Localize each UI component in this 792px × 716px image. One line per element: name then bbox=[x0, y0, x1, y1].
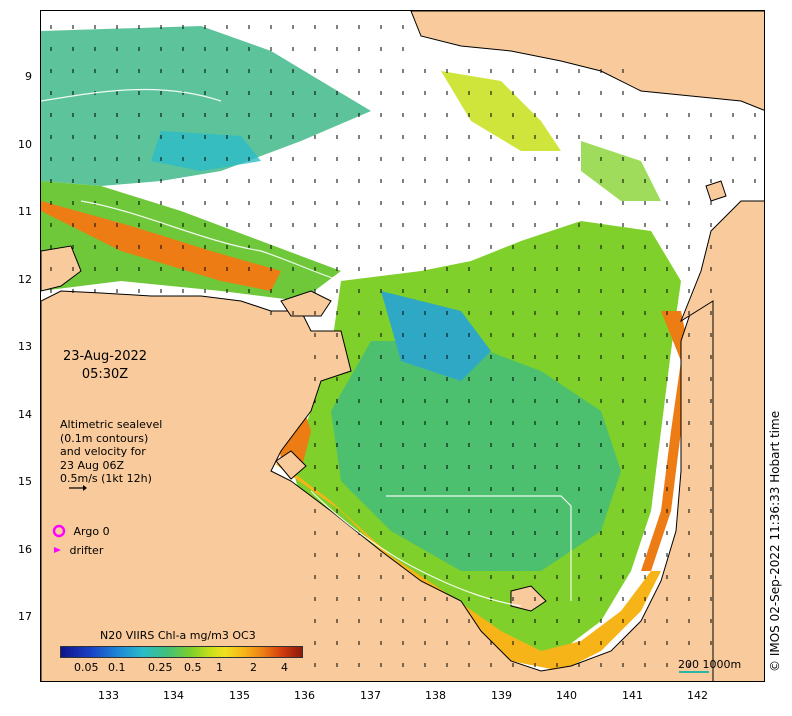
x-tick: 142 bbox=[687, 689, 708, 702]
colorbar-title: N20 VIIRS Chl-a mg/m3 OC3 bbox=[100, 629, 256, 642]
land-cape-york bbox=[679, 200, 764, 681]
altimetry-line: 0.5m/s (1kt 12h) bbox=[60, 472, 152, 485]
colorbar bbox=[60, 646, 303, 658]
colorbar-tick: 0.1 bbox=[108, 661, 126, 674]
argo-label: Argo 0 bbox=[73, 524, 110, 538]
altimetry-line: 23 Aug 06Z bbox=[60, 458, 125, 472]
y-tick: 17 bbox=[18, 610, 32, 623]
x-tick: 138 bbox=[425, 689, 446, 702]
sealevel-contours bbox=[41, 88, 572, 607]
imos-stamp: © IMOS 02-Sep-2022 11:36:33 Hobart time bbox=[768, 410, 782, 672]
land-ti-island bbox=[705, 180, 727, 202]
altimetry-legend: Altimetric sealevel (0.1m contours) and … bbox=[60, 418, 162, 486]
drifter-label: drifter bbox=[69, 543, 104, 557]
date-label: 23-Aug-2022 05:30Z bbox=[60, 348, 150, 384]
x-tick: 133 bbox=[98, 689, 119, 702]
land-gove bbox=[280, 290, 332, 317]
y-tick: 12 bbox=[18, 273, 32, 286]
drifter-icon bbox=[54, 547, 61, 553]
land-melville bbox=[41, 245, 82, 292]
land-layer bbox=[41, 11, 764, 681]
y-tick: 16 bbox=[18, 543, 32, 556]
drifter-legend: drifter bbox=[52, 543, 103, 557]
x-tick: 136 bbox=[294, 689, 315, 702]
velocity-scale-arrow-icon bbox=[69, 485, 87, 491]
y-tick: 13 bbox=[18, 340, 32, 353]
colorbar-tick: 0.5 bbox=[184, 661, 202, 674]
colorbar-tick: 1 bbox=[216, 661, 223, 674]
altimetry-line: Altimetric sealevel bbox=[60, 418, 163, 431]
colorbar-tick: 0.05 bbox=[74, 661, 99, 674]
x-tick: 134 bbox=[163, 689, 184, 702]
y-tick: 15 bbox=[18, 475, 32, 488]
x-tick: 140 bbox=[556, 689, 577, 702]
x-tick: 139 bbox=[491, 689, 512, 702]
y-tick: 10 bbox=[18, 138, 32, 151]
argo-circle-icon bbox=[52, 524, 66, 538]
depth-scale-label: 200 1000m bbox=[678, 658, 742, 671]
y-tick: 9 bbox=[25, 70, 32, 83]
y-tick: 14 bbox=[18, 408, 32, 421]
x-tick: 141 bbox=[622, 689, 643, 702]
depth-scale-bar bbox=[679, 671, 709, 673]
y-tick: 11 bbox=[18, 205, 32, 218]
land-mornington bbox=[275, 450, 307, 480]
velocity-arrows bbox=[50, 25, 756, 667]
land-new-guinea bbox=[410, 11, 764, 111]
altimetry-line: (0.1m contours) bbox=[60, 431, 149, 445]
altimetry-line: and velocity for bbox=[60, 445, 146, 458]
land-arnhem-west bbox=[41, 290, 714, 681]
time-line: 05:30Z bbox=[81, 367, 129, 382]
colorbar-tick: 0.25 bbox=[148, 661, 173, 674]
colorbar-tick: 4 bbox=[281, 661, 288, 674]
map-frame[interactable] bbox=[40, 10, 765, 682]
date-line: 23-Aug-2022 bbox=[62, 349, 148, 364]
argo-legend: Argo 0 bbox=[52, 524, 110, 538]
map-canvas[interactable] bbox=[41, 11, 765, 682]
x-tick: 135 bbox=[229, 689, 250, 702]
colorbar-tick: 2 bbox=[250, 661, 257, 674]
x-tick: 137 bbox=[360, 689, 381, 702]
